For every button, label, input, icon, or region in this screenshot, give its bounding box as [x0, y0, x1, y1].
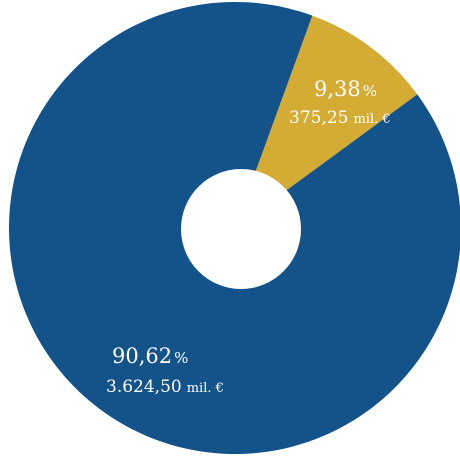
slice-1-unit: mil. € — [187, 381, 224, 396]
slice-1-value-label: 3.624,50 mil. € — [106, 377, 224, 397]
slice-2-value-label: 375,25 mil. € — [289, 108, 391, 128]
slice-2-percent-symbol: % — [363, 82, 377, 100]
slice-2-percent-label: 9,38% — [314, 77, 377, 101]
slice-1-percent-label: 90,62% — [112, 344, 188, 368]
donut-hole — [181, 169, 301, 289]
slice-1-percent-symbol: % — [174, 349, 188, 367]
slice-1-value: 3.624,50 — [106, 377, 182, 397]
slice-2-value: 375,25 — [289, 108, 348, 128]
pie-slice-2 — [235, 15, 418, 228]
slice-2-percent: 9,38 — [314, 77, 361, 101]
slice-2-unit: mil. € — [353, 112, 390, 127]
slice-1-percent: 90,62 — [112, 344, 172, 368]
